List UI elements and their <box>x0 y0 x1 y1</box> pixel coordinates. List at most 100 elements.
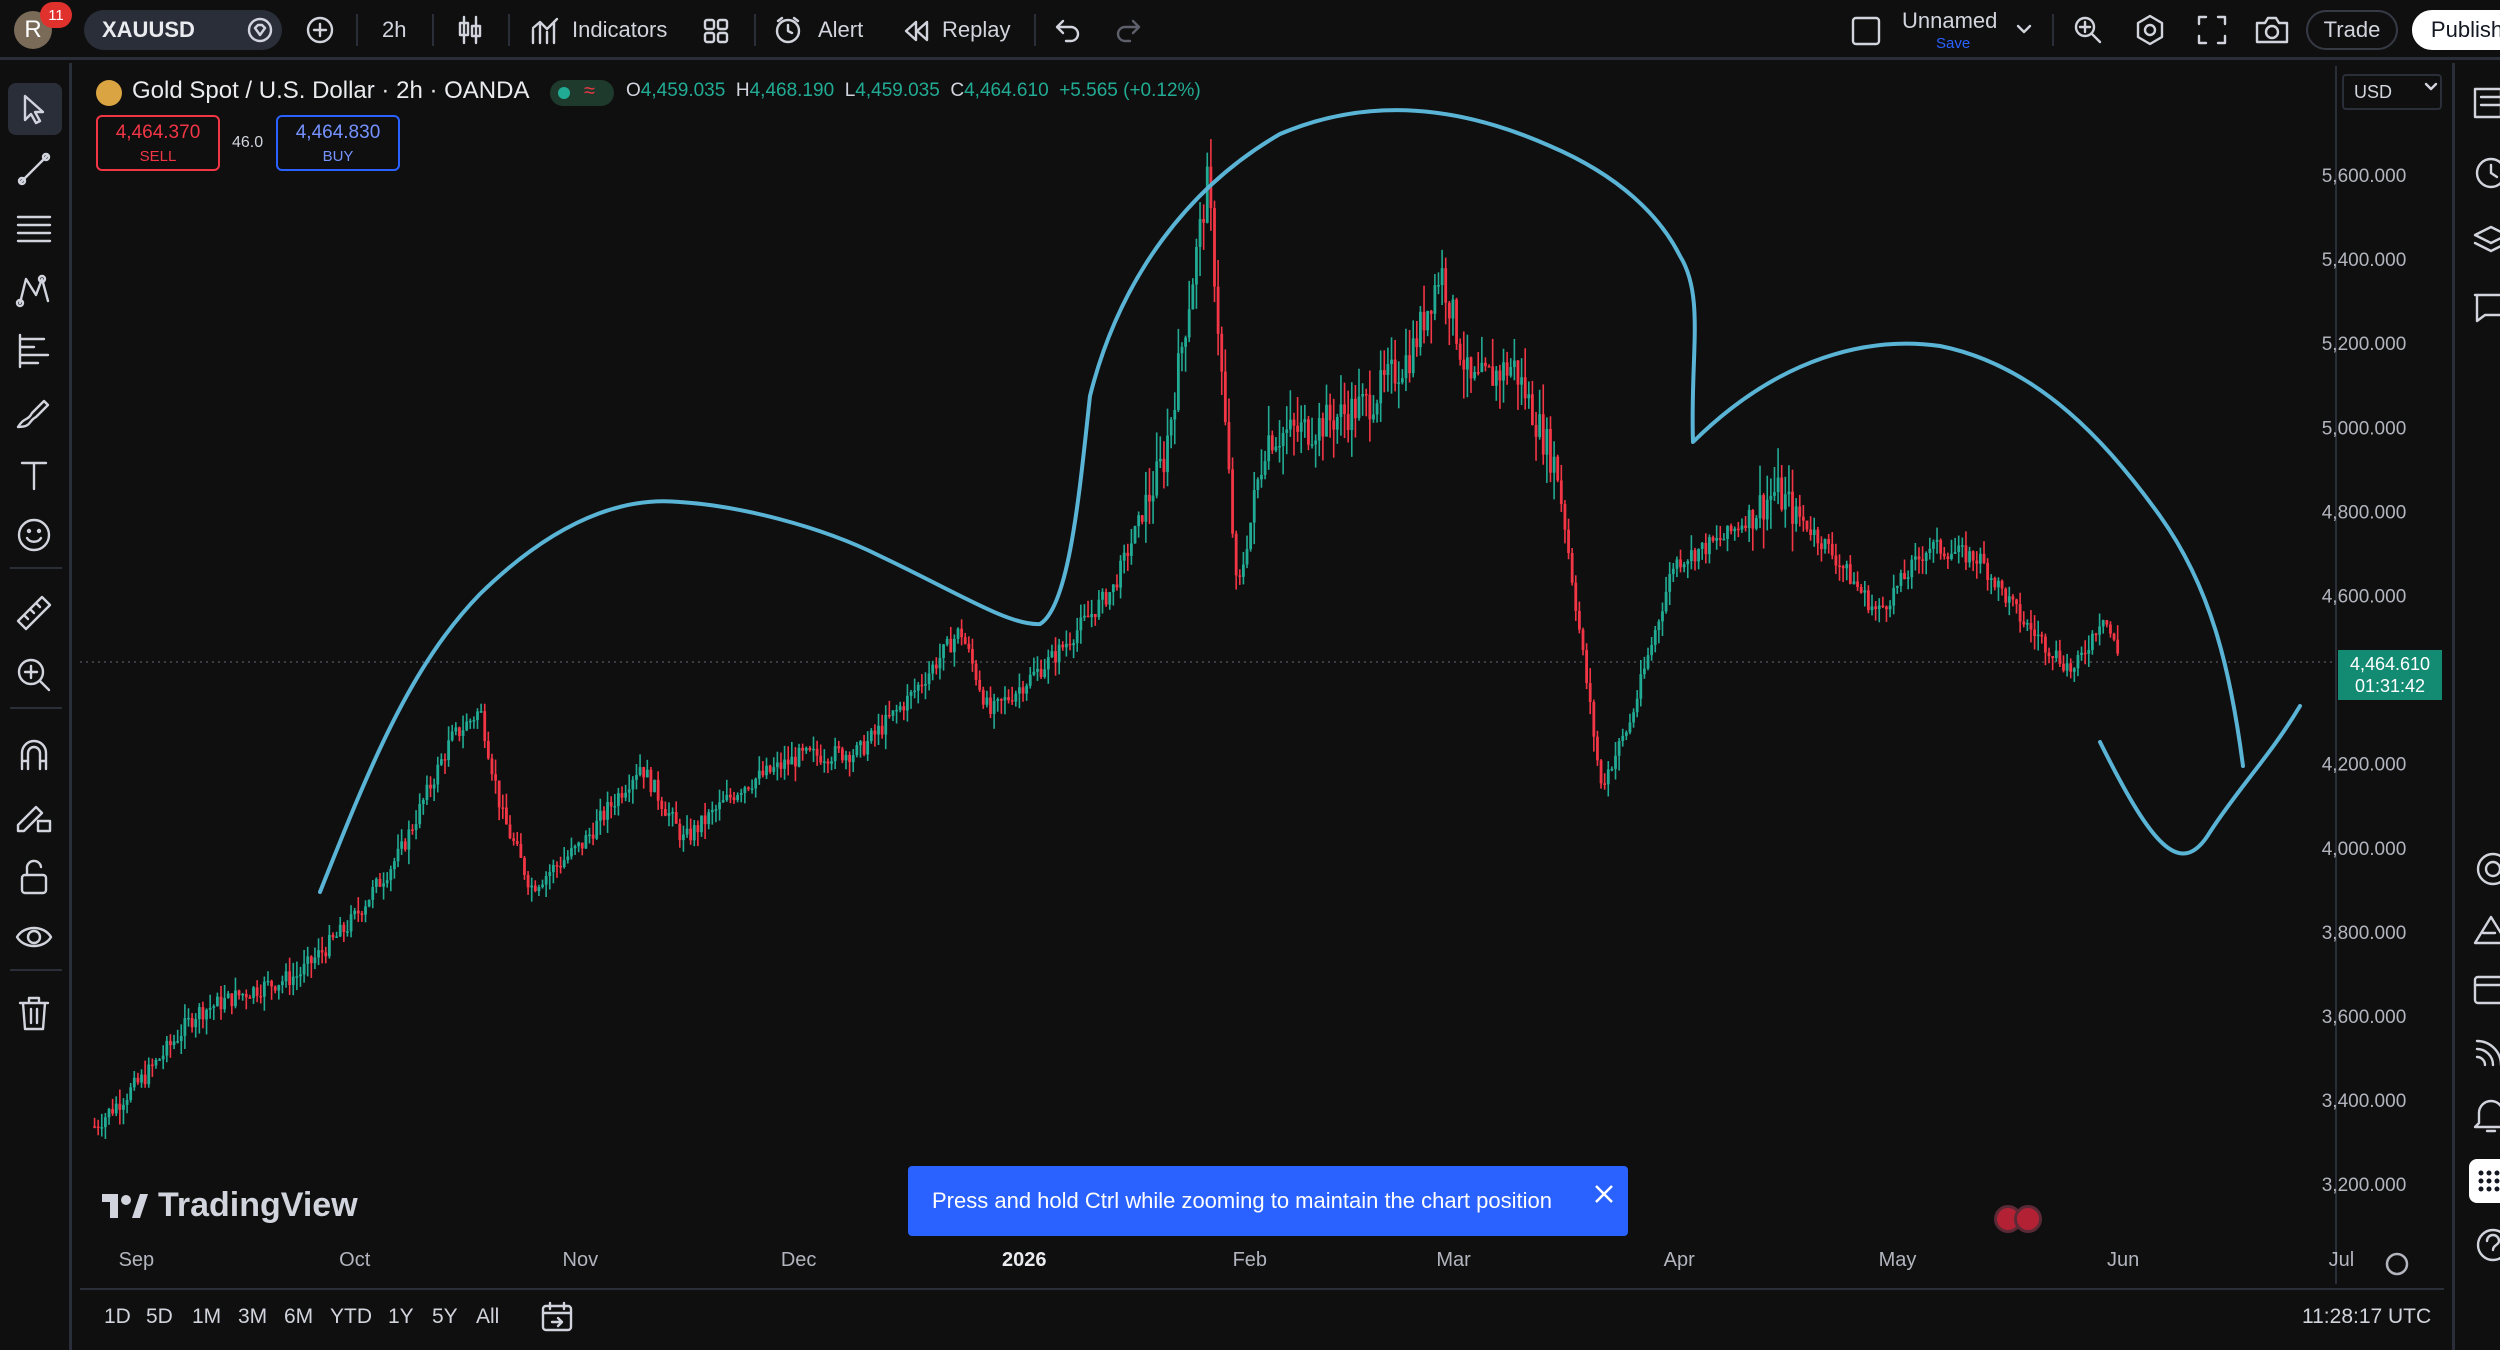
buy-button[interactable]: 4,464.830 BUY <box>276 115 400 171</box>
help-icon[interactable] <box>2471 1227 2500 1263</box>
quick-search-icon[interactable] <box>2072 14 2104 46</box>
apps-button[interactable] <box>2469 1159 2500 1203</box>
candle-body <box>931 664 935 674</box>
zoom-in-icon[interactable] <box>14 655 54 695</box>
chat-icon[interactable] <box>2471 289 2500 325</box>
layouts-grid-icon[interactable] <box>702 17 730 45</box>
layers-icon[interactable] <box>2471 221 2500 257</box>
range-button-6m[interactable]: 6M <box>284 1305 314 1328</box>
layout-save-link[interactable]: Save <box>1936 35 1971 52</box>
price-axis[interactable]: 5,600.000 5,400.000 5,200.000 5,000.000 4,80… <box>2322 166 2407 1196</box>
trash-icon[interactable] <box>14 993 54 1033</box>
candle-body <box>190 1017 194 1028</box>
utc-clock[interactable]: 11:28:17 UTC <box>2302 1305 2432 1328</box>
us-flag-event-icon[interactable] <box>2014 1205 2042 1233</box>
layout-square-icon[interactable] <box>1850 15 1882 47</box>
range-button-1m[interactable]: 1M <box>192 1305 222 1328</box>
tradingview-watermark[interactable]: TradingView <box>100 1186 358 1225</box>
pine-icon[interactable] <box>2471 911 2500 947</box>
candle-type-icon[interactable] <box>456 14 484 46</box>
ruler-icon[interactable] <box>14 593 54 633</box>
candle-body <box>508 824 512 839</box>
candle-body <box>562 860 566 868</box>
range-button-ytd[interactable]: YTD <box>330 1305 372 1328</box>
cursor-icon[interactable] <box>14 89 54 129</box>
text-tool-icon[interactable] <box>14 455 54 495</box>
brush-drawing-stroke[interactable] <box>318 108 2245 894</box>
axis-settings-icon[interactable] <box>2385 1252 2409 1276</box>
candle-body <box>1191 284 1195 310</box>
undo-icon[interactable] <box>1054 17 1082 43</box>
candle-body <box>1783 494 1787 510</box>
range-button-5d[interactable]: 5D <box>146 1305 173 1328</box>
candle-body <box>1960 545 1964 547</box>
chevron-down-icon[interactable] <box>2016 24 2032 36</box>
candle-body <box>1805 520 1809 530</box>
draw-lock-pencil-icon[interactable] <box>14 797 54 837</box>
user-drawing-layer[interactable] <box>318 108 2302 894</box>
currency-select[interactable]: USD <box>2342 74 2442 110</box>
replay-icon[interactable] <box>900 17 930 45</box>
trade-button[interactable]: Trade <box>2306 10 2398 50</box>
candle-body <box>1830 543 1834 556</box>
candle-body <box>1935 539 1939 542</box>
candle-body <box>1881 605 1885 608</box>
lock-icon[interactable] <box>14 857 54 897</box>
forecast-icon[interactable] <box>14 331 54 371</box>
notifications-bell-icon[interactable] <box>2471 1097 2500 1133</box>
candle-body <box>2051 656 2055 659</box>
compare-add-icon[interactable] <box>306 16 334 44</box>
indicators-button[interactable]: Indicators <box>572 17 668 42</box>
alert-clock-icon[interactable] <box>774 15 804 45</box>
candle-body <box>1303 419 1307 423</box>
range-button-3m[interactable]: 3M <box>238 1305 268 1328</box>
redo-icon[interactable] <box>1114 17 1142 43</box>
fib-retracement-icon[interactable] <box>14 209 54 249</box>
brush-drawing-stroke-2[interactable] <box>2098 704 2302 856</box>
candle-body <box>161 1055 165 1060</box>
trend-line-icon[interactable] <box>14 149 54 189</box>
candle-body <box>736 794 740 801</box>
candle-body <box>960 628 964 638</box>
notification-badge[interactable]: 11 <box>40 2 72 28</box>
range-button-1y[interactable]: 1Y <box>388 1305 414 1328</box>
range-button-1d[interactable]: 1D <box>104 1305 131 1328</box>
price-chart[interactable]: 5,600.000 5,400.000 5,200.000 5,000.000 4,80… <box>80 66 2444 1284</box>
candle-body <box>346 931 349 933</box>
range-button-all[interactable]: All <box>476 1305 500 1328</box>
diamond-icon[interactable] <box>246 16 274 44</box>
visibility-eye-icon[interactable] <box>14 917 54 957</box>
watchlist-icon[interactable] <box>2471 85 2500 121</box>
indicators-icon[interactable] <box>530 16 560 46</box>
brush-icon[interactable] <box>14 393 54 433</box>
range-button-5y[interactable]: 5Y <box>432 1305 458 1328</box>
candle-body <box>1679 559 1682 568</box>
news-feed-icon[interactable] <box>2471 1035 2500 1071</box>
pattern-icon[interactable] <box>14 271 54 311</box>
candle-body <box>682 834 685 841</box>
fullscreen-icon[interactable] <box>2196 14 2228 46</box>
candle-body <box>2109 624 2112 634</box>
alerts-clock-icon[interactable] <box>2471 155 2500 191</box>
replay-button[interactable]: Replay <box>942 17 1011 42</box>
calendar-icon[interactable] <box>2471 971 2500 1007</box>
emoji-icon[interactable] <box>14 515 54 555</box>
time-axis[interactable]: Sep Oct Nov Dec 2026 Feb Mar Apr May Jun Jul <box>119 1249 2355 1271</box>
candle-body <box>1866 590 1870 611</box>
candle-body <box>1140 515 1144 522</box>
chart-canvas[interactable]: 5,600.000 5,400.000 5,200.000 5,000.000 4,80… <box>80 66 2444 1284</box>
alert-button[interactable]: Alert <box>818 17 864 42</box>
layout-name[interactable]: Unnamed <box>1902 8 1998 33</box>
target-icon[interactable] <box>2471 851 2500 887</box>
go-to-date-icon[interactable] <box>540 1300 574 1334</box>
settings-gear-icon[interactable] <box>2134 14 2166 46</box>
magnet-icon[interactable] <box>14 735 54 775</box>
publish-button[interactable]: Publish <box>2412 10 2500 50</box>
interval-button[interactable]: 2h <box>382 17 407 42</box>
close-icon[interactable] <box>1592 1182 1616 1206</box>
sell-button[interactable]: 4,464.370 SELL <box>96 115 220 171</box>
candle-body <box>873 730 877 735</box>
symbol-legend-title[interactable]: Gold Spot / U.S. Dollar · 2h · OANDA <box>132 77 530 104</box>
candle-body <box>122 1104 125 1110</box>
camera-icon[interactable] <box>2254 14 2290 46</box>
